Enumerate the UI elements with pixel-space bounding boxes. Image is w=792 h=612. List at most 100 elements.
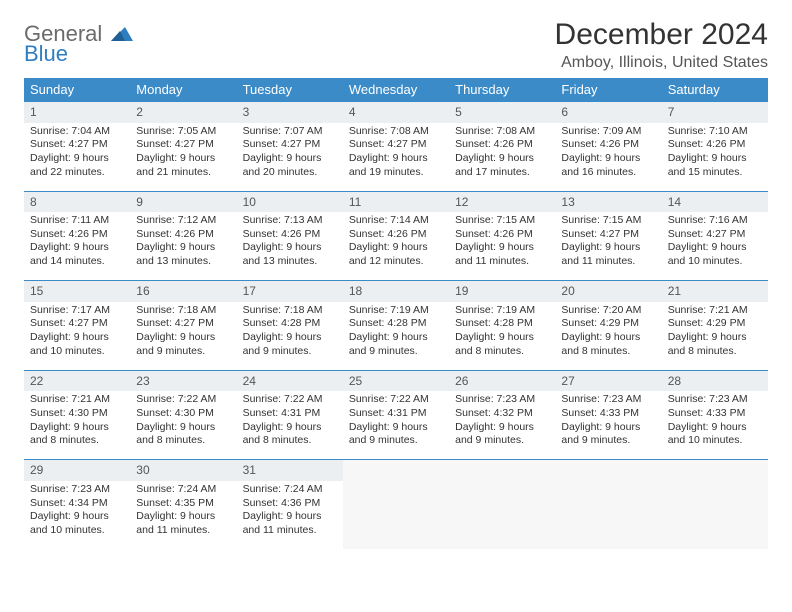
sunset-text: Sunset: 4:28 PM bbox=[349, 317, 443, 331]
day1-text: Daylight: 9 hours bbox=[30, 510, 124, 524]
day-number: 19 bbox=[449, 281, 555, 302]
title-block: December 2024 Amboy, Illinois, United St… bbox=[555, 18, 768, 72]
logo: General Blue bbox=[24, 24, 133, 64]
day-number: 10 bbox=[237, 191, 343, 212]
day2-text: and 10 minutes. bbox=[668, 255, 762, 269]
logo-triangle-icon bbox=[111, 27, 133, 41]
sunset-text: Sunset: 4:30 PM bbox=[30, 407, 124, 421]
day-cell: Sunrise: 7:23 AMSunset: 4:33 PMDaylight:… bbox=[555, 391, 661, 460]
day-data-row: Sunrise: 7:23 AMSunset: 4:34 PMDaylight:… bbox=[24, 481, 768, 549]
sunset-text: Sunset: 4:26 PM bbox=[455, 138, 549, 152]
day-cell: Sunrise: 7:21 AMSunset: 4:29 PMDaylight:… bbox=[662, 302, 768, 371]
day2-text: and 19 minutes. bbox=[349, 166, 443, 180]
day-cell bbox=[343, 481, 449, 549]
weekday-header: Monday bbox=[130, 78, 236, 102]
day1-text: Daylight: 9 hours bbox=[136, 241, 230, 255]
day-cell bbox=[555, 481, 661, 549]
day-number: 6 bbox=[555, 102, 661, 123]
day-number: 23 bbox=[130, 370, 236, 391]
day-number: 11 bbox=[343, 191, 449, 212]
day2-text: and 9 minutes. bbox=[243, 345, 337, 359]
sunset-text: Sunset: 4:30 PM bbox=[136, 407, 230, 421]
day-number-row: 1234567 bbox=[24, 102, 768, 123]
day-cell: Sunrise: 7:23 AMSunset: 4:32 PMDaylight:… bbox=[449, 391, 555, 460]
day-cell: Sunrise: 7:05 AMSunset: 4:27 PMDaylight:… bbox=[130, 123, 236, 192]
sunset-text: Sunset: 4:27 PM bbox=[136, 317, 230, 331]
sunrise-text: Sunrise: 7:22 AM bbox=[136, 393, 230, 407]
day1-text: Daylight: 9 hours bbox=[136, 152, 230, 166]
day-cell: Sunrise: 7:09 AMSunset: 4:26 PMDaylight:… bbox=[555, 123, 661, 192]
sunset-text: Sunset: 4:34 PM bbox=[30, 497, 124, 511]
day-number-row: 15161718192021 bbox=[24, 281, 768, 302]
day1-text: Daylight: 9 hours bbox=[668, 241, 762, 255]
day1-text: Daylight: 9 hours bbox=[136, 331, 230, 345]
day1-text: Daylight: 9 hours bbox=[243, 510, 337, 524]
day1-text: Daylight: 9 hours bbox=[561, 331, 655, 345]
day-cell: Sunrise: 7:14 AMSunset: 4:26 PMDaylight:… bbox=[343, 212, 449, 281]
day2-text: and 11 minutes. bbox=[136, 524, 230, 538]
weekday-header: Sunday bbox=[24, 78, 130, 102]
day-number: 30 bbox=[130, 460, 236, 481]
day1-text: Daylight: 9 hours bbox=[561, 152, 655, 166]
day-number: 25 bbox=[343, 370, 449, 391]
day-cell bbox=[662, 481, 768, 549]
day2-text: and 16 minutes. bbox=[561, 166, 655, 180]
day-cell: Sunrise: 7:12 AMSunset: 4:26 PMDaylight:… bbox=[130, 212, 236, 281]
sunrise-text: Sunrise: 7:23 AM bbox=[455, 393, 549, 407]
day1-text: Daylight: 9 hours bbox=[243, 241, 337, 255]
sunrise-text: Sunrise: 7:04 AM bbox=[30, 125, 124, 139]
day-cell: Sunrise: 7:18 AMSunset: 4:28 PMDaylight:… bbox=[237, 302, 343, 371]
sunset-text: Sunset: 4:28 PM bbox=[455, 317, 549, 331]
day-cell: Sunrise: 7:15 AMSunset: 4:26 PMDaylight:… bbox=[449, 212, 555, 281]
sunset-text: Sunset: 4:27 PM bbox=[30, 138, 124, 152]
day2-text: and 8 minutes. bbox=[455, 345, 549, 359]
sunset-text: Sunset: 4:32 PM bbox=[455, 407, 549, 421]
sunrise-text: Sunrise: 7:21 AM bbox=[30, 393, 124, 407]
sunrise-text: Sunrise: 7:15 AM bbox=[561, 214, 655, 228]
day2-text: and 10 minutes. bbox=[30, 524, 124, 538]
day2-text: and 14 minutes. bbox=[30, 255, 124, 269]
day-number bbox=[343, 460, 449, 481]
day1-text: Daylight: 9 hours bbox=[668, 152, 762, 166]
sunset-text: Sunset: 4:35 PM bbox=[136, 497, 230, 511]
day1-text: Daylight: 9 hours bbox=[668, 331, 762, 345]
sunset-text: Sunset: 4:31 PM bbox=[349, 407, 443, 421]
sunrise-text: Sunrise: 7:19 AM bbox=[455, 304, 549, 318]
day2-text: and 11 minutes. bbox=[561, 255, 655, 269]
sunset-text: Sunset: 4:26 PM bbox=[455, 228, 549, 242]
day1-text: Daylight: 9 hours bbox=[30, 241, 124, 255]
day2-text: and 20 minutes. bbox=[243, 166, 337, 180]
weekday-header: Saturday bbox=[662, 78, 768, 102]
sunset-text: Sunset: 4:27 PM bbox=[668, 228, 762, 242]
day-number: 29 bbox=[24, 460, 130, 481]
day-cell: Sunrise: 7:17 AMSunset: 4:27 PMDaylight:… bbox=[24, 302, 130, 371]
day-number: 8 bbox=[24, 191, 130, 212]
day-number: 2 bbox=[130, 102, 236, 123]
sunrise-text: Sunrise: 7:11 AM bbox=[30, 214, 124, 228]
day-cell: Sunrise: 7:13 AMSunset: 4:26 PMDaylight:… bbox=[237, 212, 343, 281]
sunrise-text: Sunrise: 7:13 AM bbox=[243, 214, 337, 228]
sunrise-text: Sunrise: 7:14 AM bbox=[349, 214, 443, 228]
sunrise-text: Sunrise: 7:23 AM bbox=[668, 393, 762, 407]
day-data-row: Sunrise: 7:04 AMSunset: 4:27 PM Daylight:… bbox=[24, 123, 768, 192]
day-number: 27 bbox=[555, 370, 661, 391]
day-number: 1 bbox=[24, 102, 130, 123]
day2-text: and 11 minutes. bbox=[243, 524, 337, 538]
day-number bbox=[449, 460, 555, 481]
sunrise-text: Sunrise: 7:22 AM bbox=[243, 393, 337, 407]
day-cell: Sunrise: 7:19 AMSunset: 4:28 PMDaylight:… bbox=[449, 302, 555, 371]
day1-text: Daylight: 9 hours bbox=[455, 152, 549, 166]
day1-text: Daylight: 9 hours bbox=[561, 421, 655, 435]
day2-text: and 22 minutes. bbox=[30, 166, 124, 180]
sunrise-text: Sunrise: 7:08 AM bbox=[455, 125, 549, 139]
day-cell: Sunrise: 7:04 AMSunset: 4:27 PMDaylight:… bbox=[24, 123, 130, 192]
day-number: 21 bbox=[662, 281, 768, 302]
day-cell: Sunrise: 7:10 AMSunset: 4:26 PMDaylight:… bbox=[662, 123, 768, 192]
day-cell: Sunrise: 7:08 AMSunset: 4:26 PMDaylight:… bbox=[449, 123, 555, 192]
sunrise-text: Sunrise: 7:24 AM bbox=[136, 483, 230, 497]
day-number: 31 bbox=[237, 460, 343, 481]
sunset-text: Sunset: 4:29 PM bbox=[668, 317, 762, 331]
day1-text: Daylight: 9 hours bbox=[243, 152, 337, 166]
month-title: December 2024 bbox=[555, 18, 768, 52]
day-data-row: Sunrise: 7:17 AMSunset: 4:27 PMDaylight:… bbox=[24, 302, 768, 371]
